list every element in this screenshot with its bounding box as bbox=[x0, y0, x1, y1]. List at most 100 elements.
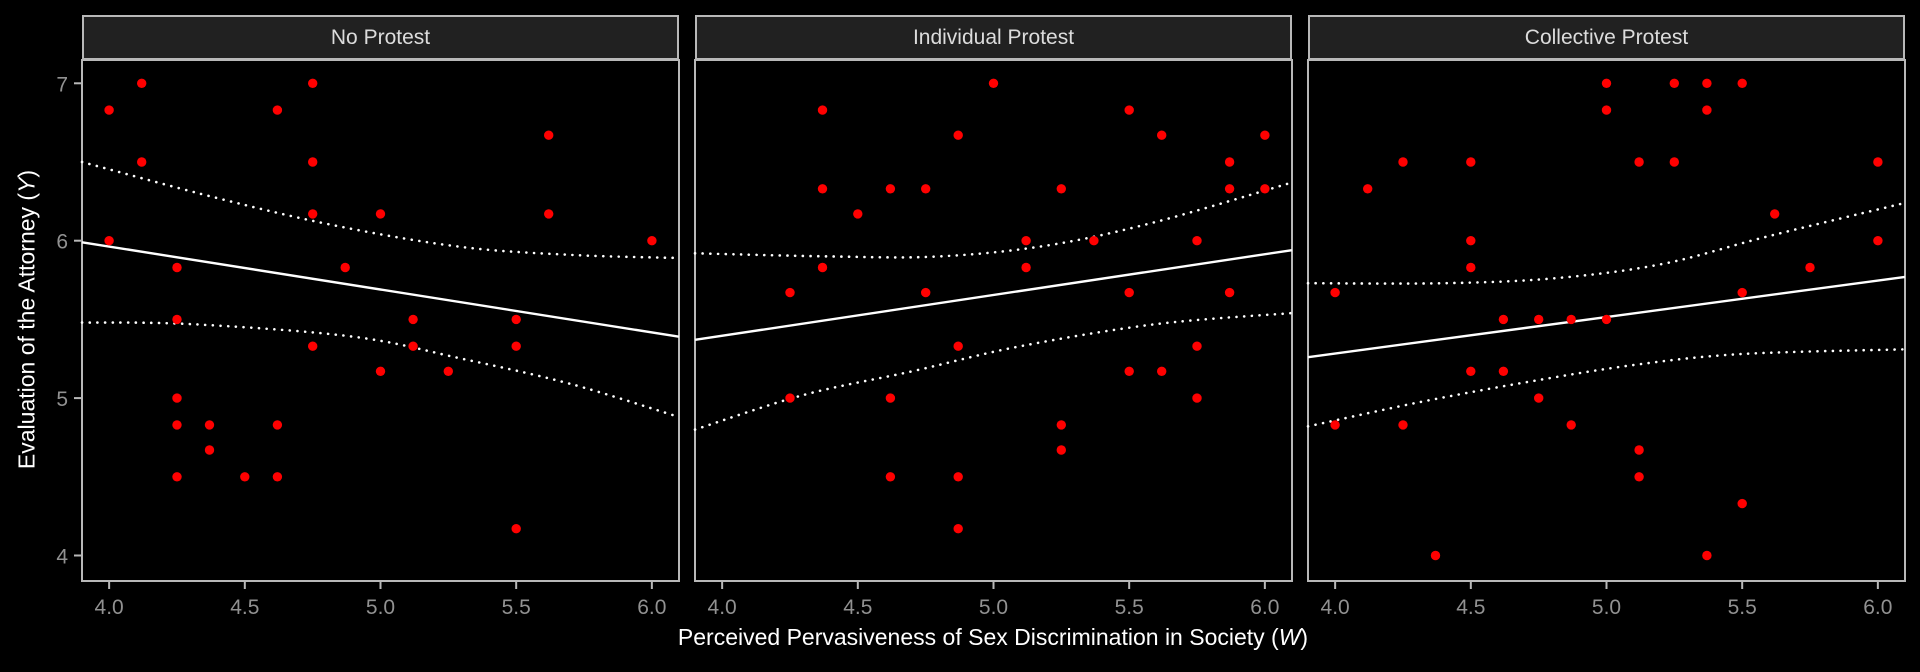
data-point bbox=[953, 341, 963, 351]
data-point bbox=[408, 341, 418, 351]
data-point bbox=[1124, 287, 1134, 298]
data-point bbox=[1601, 314, 1612, 325]
data-point bbox=[1056, 420, 1067, 430]
x-tick-label: 5.5 bbox=[502, 596, 531, 619]
facet-strip-label: Collective Protest bbox=[1524, 25, 1689, 49]
data-point bbox=[308, 157, 318, 167]
data-point bbox=[511, 341, 521, 351]
x-tick-label: 5.0 bbox=[1592, 596, 1621, 619]
data-point bbox=[172, 314, 182, 325]
data-point bbox=[544, 209, 554, 219]
data-point bbox=[172, 262, 182, 273]
x-tick-label: 4.5 bbox=[1456, 596, 1485, 619]
data-point bbox=[240, 472, 250, 482]
x-tick-label: 4.0 bbox=[708, 596, 737, 619]
data-point bbox=[1737, 78, 1747, 89]
x-tick-label: 6.0 bbox=[637, 596, 666, 619]
data-point bbox=[1534, 314, 1544, 325]
data-point bbox=[1056, 184, 1067, 194]
data-point bbox=[1873, 157, 1883, 167]
data-point bbox=[375, 366, 386, 376]
y-axis-title-close-paren: ) bbox=[13, 169, 40, 178]
data-point bbox=[953, 130, 963, 140]
data-point bbox=[1737, 287, 1747, 298]
data-point bbox=[137, 78, 147, 89]
x-tick-label: 5.0 bbox=[366, 596, 395, 619]
x-axis-title-close-paren: ) bbox=[1300, 624, 1309, 650]
data-point bbox=[172, 393, 182, 403]
x-tick-label: 4.0 bbox=[1321, 596, 1350, 619]
data-point bbox=[308, 341, 318, 351]
data-point bbox=[1634, 157, 1644, 167]
data-point bbox=[511, 314, 521, 325]
data-point bbox=[1601, 78, 1612, 89]
data-point bbox=[1702, 550, 1712, 561]
data-point bbox=[1224, 157, 1235, 167]
data-point bbox=[1566, 420, 1576, 430]
data-point bbox=[1398, 420, 1408, 430]
facet-strip-collective-protest: Collective Protest bbox=[1308, 15, 1905, 60]
data-point bbox=[953, 524, 963, 534]
data-point bbox=[1770, 209, 1780, 219]
regression-line bbox=[694, 248, 1293, 342]
data-point bbox=[1089, 236, 1099, 246]
upper-confidence-band bbox=[693, 181, 1294, 259]
data-point bbox=[817, 184, 828, 194]
data-point bbox=[785, 287, 795, 298]
data-point bbox=[885, 472, 896, 482]
data-point bbox=[1192, 341, 1202, 351]
data-point bbox=[1873, 236, 1883, 246]
data-point bbox=[1669, 78, 1680, 89]
data-point bbox=[1021, 262, 1031, 273]
data-point bbox=[1466, 366, 1476, 376]
data-point bbox=[104, 236, 114, 246]
x-tick-label: 4.5 bbox=[843, 596, 872, 619]
data-point bbox=[1601, 105, 1612, 115]
data-point bbox=[204, 420, 215, 430]
data-point bbox=[1363, 184, 1373, 194]
y-tick-label: 4 bbox=[56, 546, 68, 569]
data-point bbox=[1260, 184, 1270, 194]
data-point bbox=[1466, 262, 1476, 273]
data-point bbox=[853, 209, 863, 219]
facet-strip-label: No Protest bbox=[330, 25, 431, 49]
x-tick-label: 4.5 bbox=[230, 596, 259, 619]
x-tick-label: 5.5 bbox=[1115, 596, 1144, 619]
data-point bbox=[1702, 78, 1712, 89]
y-axis-title: Evaluation of the Attorney (Y) bbox=[14, 20, 41, 620]
data-point bbox=[511, 524, 521, 534]
data-point bbox=[1534, 393, 1544, 403]
data-point bbox=[272, 420, 283, 430]
data-point bbox=[1124, 105, 1134, 115]
data-point bbox=[1498, 366, 1509, 376]
data-point bbox=[272, 105, 283, 115]
y-axis-title-variable: Y bbox=[13, 177, 40, 193]
data-point bbox=[1021, 236, 1031, 246]
data-point bbox=[172, 420, 182, 430]
data-point bbox=[443, 366, 453, 376]
data-point bbox=[172, 472, 182, 482]
data-point bbox=[1224, 184, 1235, 194]
facet-strip-label: Individual Protest bbox=[912, 25, 1075, 49]
data-point bbox=[885, 393, 896, 403]
y-tick-label: 5 bbox=[56, 388, 68, 411]
data-point bbox=[1669, 157, 1680, 167]
data-point bbox=[885, 184, 896, 194]
data-point bbox=[785, 393, 795, 403]
facet-strip-individual-protest: Individual Protest bbox=[695, 15, 1292, 60]
y-tick-label: 6 bbox=[56, 231, 68, 254]
data-point bbox=[1466, 236, 1476, 246]
data-point bbox=[308, 209, 318, 219]
data-point bbox=[1398, 157, 1408, 167]
data-point bbox=[817, 105, 828, 115]
data-point bbox=[1157, 130, 1167, 140]
data-point bbox=[921, 184, 931, 194]
data-point bbox=[988, 78, 999, 89]
data-point bbox=[1737, 498, 1747, 509]
x-axis-title-text: Perceived Pervasiveness of Sex Discrimin… bbox=[677, 624, 1279, 650]
data-point bbox=[408, 314, 418, 325]
x-tick-label: 5.5 bbox=[1728, 596, 1757, 619]
data-point bbox=[1430, 550, 1441, 561]
data-point bbox=[1224, 287, 1235, 298]
